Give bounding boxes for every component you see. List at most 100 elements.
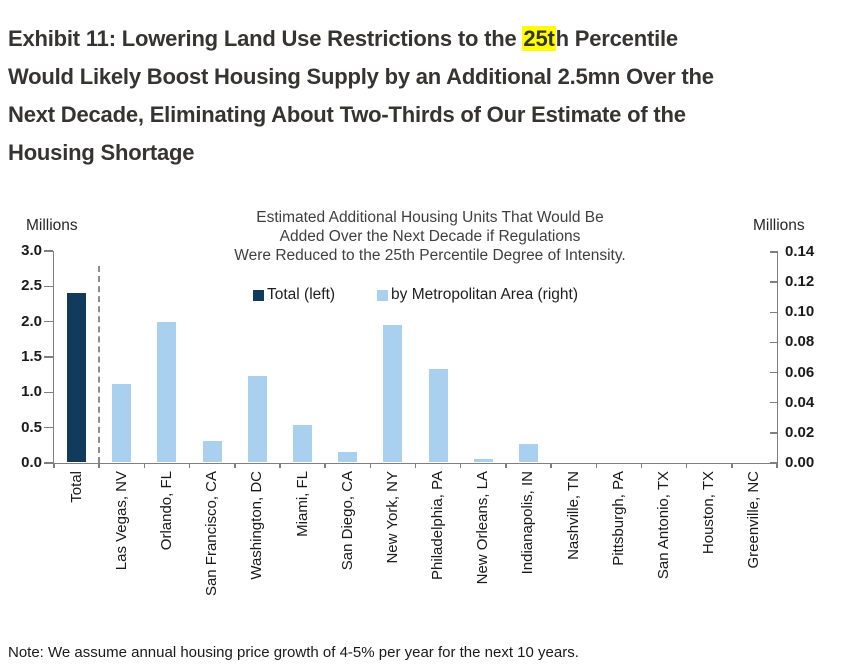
legend-label: Total (left) (266, 286, 336, 303)
x-axis-tick (188, 463, 191, 468)
x-axis-tick (369, 463, 372, 468)
x-axis-category-label: Washington, DC (248, 471, 266, 580)
x-axis-category-label: Pittsburgh, PA (609, 471, 627, 566)
x-axis-category-label: Orlando, FL (157, 471, 175, 551)
right-axis-tick (770, 401, 777, 404)
x-axis-tick (414, 463, 417, 468)
bar-new-orleans-la (473, 459, 493, 463)
x-axis-tick (98, 463, 100, 468)
footnote: Note: We assume annual housing price gro… (8, 644, 579, 661)
x-axis-category-label: New York, NY (383, 471, 401, 564)
bar-san-diego-ca (338, 451, 358, 463)
x-axis-tick (550, 463, 552, 468)
x-axis-category-label: Indianapolis, IN (519, 471, 537, 575)
left-axis-tick-label: 2.0 (21, 312, 42, 330)
right-axis-tick (770, 341, 777, 344)
left-axis-tick (44, 426, 53, 429)
left-axis-tick (44, 250, 53, 252)
right-axis-tick-label: 0.14 (785, 243, 815, 260)
total-separator-dashed-line (98, 266, 100, 463)
exhibit-title-text: h Percentile (555, 26, 679, 51)
chart-title-line: Were Reduced to the 25th Percentile Degr… (234, 247, 626, 264)
x-axis-tick (279, 463, 281, 468)
exhibit-title-line-3: Next Decade, Eliminating About Two-Third… (8, 102, 686, 127)
x-axis-tick (459, 463, 462, 468)
legend-entry: by Metropolitan Area (right) (377, 286, 578, 304)
right-axis-tick (770, 281, 777, 283)
exhibit-title-line-2: Would Likely Boost Housing Supply by an … (8, 64, 714, 89)
chart-title: Estimated Additional Housing Units That … (150, 208, 710, 265)
right-axis-unit-label: Millions (753, 217, 805, 234)
x-axis-tick (143, 463, 146, 468)
x-axis-category-label: Miami, FL (293, 471, 311, 537)
right-axis-tick-label: 0.06 (785, 363, 815, 381)
exhibit-title-line-4: Housing Shortage (8, 140, 195, 165)
right-axis-tick (770, 462, 777, 464)
x-axis-tick (595, 463, 597, 468)
x-axis-tick (234, 463, 236, 468)
left-axis-tick-label: 1.5 (21, 348, 42, 365)
x-axis-category-label: Las Vegas, NV (112, 471, 130, 571)
exhibit-title-line-1: Exhibit 11: Lowering Land Use Restrictio… (8, 20, 820, 58)
right-axis-tick-label: 0.10 (785, 303, 815, 321)
right-axis-tick-label: 0.08 (785, 333, 815, 351)
left-axis-tick-label: 2.5 (21, 277, 42, 295)
bar-indianapolis-in (518, 444, 538, 463)
right-axis-tick-label: 0.12 (785, 273, 815, 291)
chart-legend: Total (left) by Metropolitan Area (right) (54, 286, 777, 304)
bar-total (67, 293, 87, 463)
left-axis-tick (44, 285, 53, 288)
x-axis-tick (53, 463, 55, 468)
left-axis-unit-label: Millions (26, 217, 78, 234)
x-axis-category-label: New Orleans, LA (474, 471, 492, 585)
x-axis-category-label: Greenville, NC (745, 471, 763, 569)
x-axis-tick (685, 463, 688, 468)
bar-orlando-fl (157, 322, 177, 463)
x-axis-category-label: San Francisco, CA (203, 471, 221, 597)
left-axis-tick (44, 391, 53, 394)
right-axis-tick (770, 432, 777, 434)
bar-san-francisco-ca (202, 441, 222, 463)
legend-swatch-icon (377, 289, 389, 301)
bar-miami-fl (293, 424, 313, 463)
x-axis-tick (324, 463, 326, 468)
right-axis-tick (770, 371, 777, 374)
right-axis-line (776, 251, 778, 463)
bar-las-vegas-nv (112, 383, 132, 463)
x-axis-category-label: Houston, TX (700, 471, 718, 555)
x-axis-category-label: San Antonio, TX (655, 471, 673, 580)
left-axis-tick (44, 356, 53, 358)
left-axis-tick-label: 0.5 (21, 418, 42, 436)
x-axis-tick (776, 463, 778, 468)
left-axis-tick (44, 462, 53, 464)
legend-label: by Metropolitan Area (right) (391, 286, 578, 303)
left-axis-line (52, 251, 54, 463)
legend-swatch-icon (252, 289, 264, 301)
chart-title-line: Estimated Additional Housing Units That … (256, 209, 604, 226)
right-axis-tick (770, 251, 777, 253)
x-axis-tick (731, 463, 733, 468)
bar-washington-dc (247, 376, 267, 463)
chart-title-line: Added Over the Next Decade if Regulation… (279, 228, 581, 245)
legend-entry: Total (left) (252, 286, 336, 304)
exhibit-title-highlight: 25t (522, 26, 556, 51)
left-axis-tick-label: 3.0 (21, 242, 42, 259)
right-axis-tick (770, 311, 777, 314)
left-axis-tick (44, 320, 53, 323)
bar-philadelphia-pa (428, 368, 448, 463)
x-axis-tick (640, 463, 643, 468)
right-axis-tick-label: 0.00 (785, 454, 815, 471)
exhibit-title-text: Exhibit 11: Lowering Land Use Restrictio… (8, 26, 523, 51)
left-axis-tick-label: 0.0 (21, 454, 42, 471)
x-axis-category-label: Nashville, TN (564, 471, 582, 560)
x-axis-category-label: San Diego, CA (338, 471, 356, 571)
right-axis-tick-label: 0.04 (785, 393, 815, 411)
right-axis-tick-label: 0.02 (785, 423, 815, 441)
left-axis-tick-label: 1.0 (21, 383, 42, 401)
x-axis-category-label: Philadelphia, PA (429, 471, 447, 580)
bar-new-york-ny (383, 325, 403, 463)
x-axis-category-label: Total (67, 471, 85, 503)
x-axis-tick (505, 463, 507, 468)
exhibit-title: Exhibit 11: Lowering Land Use Restrictio… (8, 20, 820, 172)
